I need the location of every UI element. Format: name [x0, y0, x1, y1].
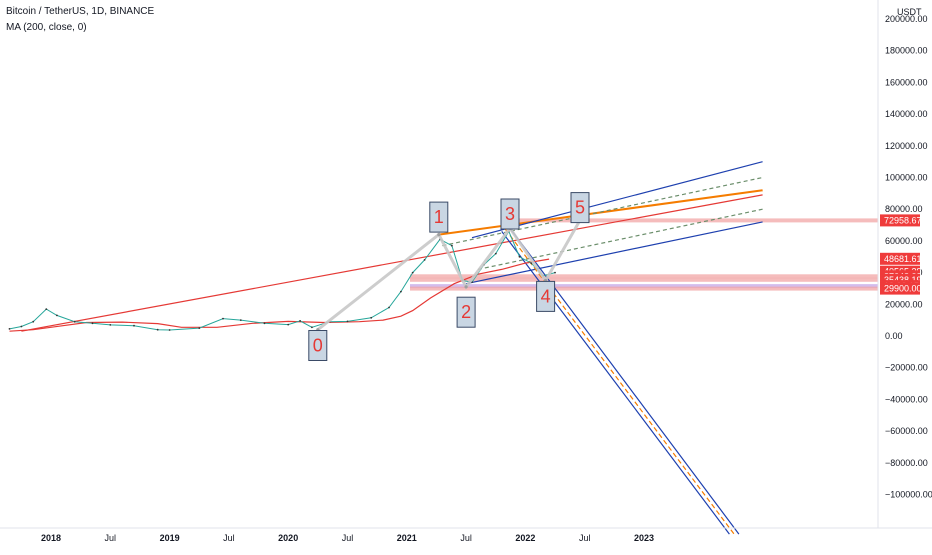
price-tag-label: 29900.00	[884, 284, 922, 294]
wave-label-box	[570, 192, 590, 224]
wave-label-box	[308, 330, 328, 361]
price-point	[109, 324, 112, 326]
ma-line	[9, 258, 550, 332]
wave-label-box	[429, 201, 449, 233]
x-tick-label: Jul	[342, 533, 354, 543]
x-tick-label: 2021	[397, 533, 417, 543]
x-tick-label: Jul	[105, 533, 117, 543]
trendline-blue-channel-lower	[465, 221, 763, 285]
time-axis[interactable]: 2018 Jul 2019 Jul 2020 Jul 2021 Jul 2022 Jul 2023	[41, 533, 654, 543]
price-point	[133, 324, 135, 327]
price-point	[411, 271, 414, 274]
y-tick-label: 0.00	[885, 331, 903, 341]
price-tag-box	[880, 252, 920, 265]
symbol-title[interactable]: Bitcoin / TetherUS, 1D, BINANCE	[6, 6, 155, 17]
y-tick-label: 60000.00	[885, 236, 923, 246]
wave-label-box	[500, 198, 520, 230]
wave-label-5: 5	[575, 198, 585, 218]
x-tick-label: 2020	[278, 533, 298, 543]
price-point	[8, 328, 11, 330]
level-band-1	[410, 274, 878, 279]
wave-point	[464, 285, 468, 289]
price-point	[370, 316, 373, 319]
y-tick-label: 160000.00	[885, 77, 928, 87]
wave-labels: 0 1 2 3 4 5	[308, 192, 590, 361]
price-point	[451, 244, 453, 247]
price-point	[239, 319, 242, 321]
price-point	[494, 252, 497, 255]
y-tick-label: 180000.00	[885, 46, 928, 56]
wave-path	[316, 219, 582, 331]
price-point	[222, 317, 224, 320]
price-point	[168, 329, 171, 331]
price-tag-label: 48681.61	[884, 254, 922, 264]
wave-label-1: 1	[434, 207, 444, 227]
y-tick-label: 120000.00	[885, 141, 928, 151]
price-tag-label: 72958.67	[884, 215, 922, 225]
price-point	[388, 306, 390, 309]
price-point	[287, 323, 290, 326]
price-point	[263, 322, 266, 325]
wave-label-3: 3	[505, 204, 515, 224]
price-point	[299, 320, 301, 322]
trendline-blue-channel-upper	[471, 161, 763, 239]
trendline-red-support	[21, 194, 763, 332]
price-point	[32, 320, 35, 323]
price-point	[423, 259, 426, 261]
price-tags: 72958.6748681.6140565.3937642.0335438.19…	[880, 214, 922, 295]
price-point	[56, 314, 58, 317]
price-tag-box	[880, 282, 920, 295]
price-point	[45, 308, 48, 310]
price-point	[156, 328, 159, 331]
wave-label-box	[456, 296, 476, 328]
price-point	[400, 290, 402, 293]
y-tick-label: −20000.00	[885, 363, 928, 373]
price-point	[346, 320, 349, 323]
price-tag-label: 35438.19	[884, 275, 922, 285]
wave-label-4: 4	[541, 286, 551, 306]
y-tick-label: 80000.00	[885, 204, 923, 214]
ma-line-layer	[9, 258, 550, 332]
y-tick-label: −60000.00	[885, 426, 928, 436]
wave-label-box	[536, 280, 556, 312]
price-point	[311, 326, 313, 329]
level-band-4	[410, 286, 878, 291]
y-tick-label: −40000.00	[885, 394, 928, 404]
wave-label-0: 0	[313, 336, 323, 356]
price-point	[20, 325, 23, 328]
price-point	[554, 271, 556, 274]
horizontal-levels	[410, 218, 878, 291]
y-tick-label: 20000.00	[885, 299, 923, 309]
x-tick-label: Jul	[223, 533, 235, 543]
y-tick-label: 140000.00	[885, 109, 928, 119]
currency-label[interactable]: USDT	[897, 7, 922, 17]
x-tick-label: 2018	[41, 533, 61, 543]
level-band-0	[505, 218, 878, 223]
trendline-down-channel-upper	[508, 226, 740, 535]
price-tag-box	[880, 214, 920, 227]
price-point	[91, 322, 94, 325]
wave-point	[437, 233, 441, 237]
price-point	[73, 320, 76, 323]
y-tick-label: −80000.00	[885, 458, 928, 468]
x-tick-label: Jul	[579, 533, 591, 543]
x-tick-label: 2019	[160, 533, 180, 543]
y-tick-label: 100000.00	[885, 173, 928, 183]
trendline-dashed-upper	[442, 176, 763, 247]
indicator-legend[interactable]: MA (200, close, 0)	[6, 22, 87, 33]
x-tick-label: Jul	[460, 533, 472, 543]
level-band-3	[410, 284, 878, 289]
y-tick-label: 200000.00	[885, 14, 928, 24]
x-tick-label: 2023	[634, 533, 654, 543]
level-band-2	[410, 277, 878, 282]
price-point	[518, 255, 521, 258]
y-tick-label: −100000.00	[885, 490, 932, 500]
x-tick-label: 2022	[515, 533, 535, 543]
trendlines	[21, 161, 763, 535]
wave-label-2: 2	[461, 302, 471, 322]
price-point	[198, 327, 201, 329]
